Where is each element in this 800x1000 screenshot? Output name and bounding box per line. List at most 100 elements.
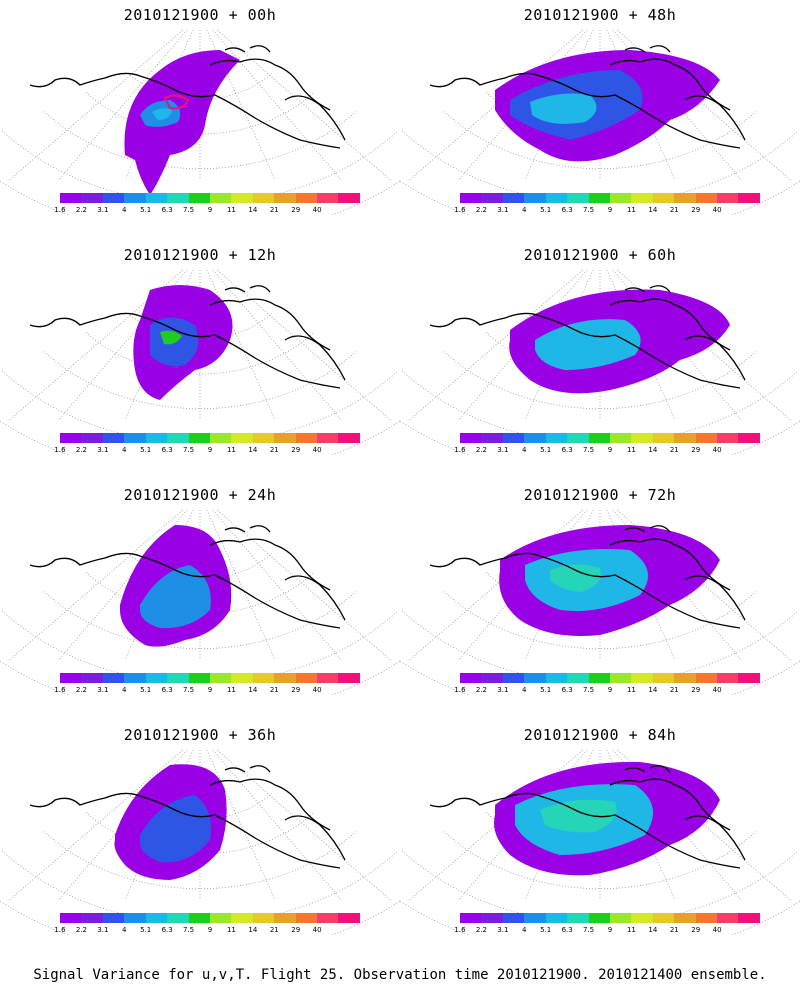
colorbar — [60, 913, 360, 923]
coastline — [29, 525, 346, 629]
colorbar-swatch — [567, 673, 589, 683]
colorbar-label: 7.5 — [182, 926, 195, 934]
colorbar-label: 11 — [626, 686, 636, 694]
coastline — [429, 285, 746, 389]
colorbar-label: 14 — [248, 686, 258, 694]
colorbar-label: 11 — [626, 206, 636, 214]
colorbar-swatch — [60, 673, 82, 683]
colorbar-swatch — [738, 193, 760, 203]
colorbar-swatch — [188, 433, 210, 443]
colorbar-swatch — [524, 913, 546, 923]
colorbar-swatch — [124, 913, 146, 923]
colorbar-swatch — [609, 913, 632, 923]
colorbar-label: 11 — [226, 686, 236, 694]
coastline — [29, 765, 346, 869]
panel-title: 2010121900 + 72h — [523, 486, 677, 504]
colorbar-swatch — [738, 913, 760, 923]
colorbar-swatch — [609, 673, 632, 683]
coastline — [429, 45, 746, 149]
colorbar-label: 14 — [648, 686, 658, 694]
colorbar-label: 1.6 — [454, 686, 466, 694]
colorbar-swatch — [167, 673, 189, 683]
colorbar-swatch — [695, 673, 718, 683]
colorbar-swatch — [102, 193, 125, 203]
colorbar-label: 2.2 — [75, 926, 87, 934]
colorbar-swatch — [102, 673, 125, 683]
colorbar-swatch — [631, 193, 653, 203]
colorbar-swatch — [524, 193, 546, 203]
colorbar-swatch — [81, 433, 103, 443]
colorbar-label: 3.1 — [97, 446, 109, 454]
colorbar-swatch — [167, 913, 189, 923]
colorbar-label: 5.1 — [140, 926, 152, 934]
colorbar-swatch — [717, 913, 739, 923]
colorbar-label: 14 — [248, 926, 258, 934]
colorbar-label: 5.1 — [540, 926, 552, 934]
map-panel: 2010121900 + 48h 1.6 2.2 3.1 4 5.1 6.3 7.5 9 11 14… — [400, 0, 800, 240]
colorbar-labels: 1.6 2.2 3.1 4 5.1 6.3 7.5 9 11 14 21 29 40 — [54, 926, 360, 936]
colorbar-label: 3.1 — [497, 926, 509, 934]
colorbar-label: 4 — [122, 926, 127, 934]
coastline — [429, 765, 746, 869]
colorbar-swatch — [317, 433, 339, 443]
colorbar-label: 21 — [269, 446, 279, 454]
colorbar-swatch — [545, 193, 568, 203]
colorbar-labels: 1.6 2.2 3.1 4 5.1 6.3 7.5 9 11 14 21 29 40 — [454, 446, 760, 456]
colorbar-label: 14 — [248, 206, 258, 214]
colorbar-swatch — [295, 193, 318, 203]
colorbar-swatch — [145, 433, 168, 443]
colorbar-swatch — [231, 193, 253, 203]
colorbar-swatch — [502, 913, 525, 923]
variance-field — [133, 285, 233, 400]
colorbar-swatch — [81, 193, 103, 203]
colorbar — [460, 913, 760, 923]
colorbar-label: 29 — [691, 926, 701, 934]
colorbar-swatch — [502, 433, 525, 443]
colorbar — [460, 193, 760, 203]
map-plot — [0, 270, 400, 455]
colorbar — [60, 433, 360, 443]
colorbar-label: 5.1 — [140, 446, 152, 454]
colorbar-label: 2.2 — [475, 926, 487, 934]
colorbar-label: 6.3 — [161, 446, 173, 454]
colorbar-label: 9 — [207, 926, 213, 934]
colorbar-label: 2.2 — [475, 206, 487, 214]
coastline — [29, 285, 346, 389]
colorbar-label: 14 — [648, 926, 658, 934]
colorbar-label: 1.6 — [54, 206, 66, 214]
colorbar — [460, 673, 760, 683]
colorbar-labels: 1.6 2.2 3.1 4 5.1 6.3 7.5 9 11 14 21 29 40 — [454, 926, 760, 936]
colorbar-label: 5.1 — [540, 206, 552, 214]
colorbar-swatch — [717, 193, 739, 203]
colorbar-swatch — [567, 193, 589, 203]
colorbar-swatch — [295, 673, 318, 683]
colorbar-swatch — [167, 193, 189, 203]
colorbar-swatch — [209, 433, 232, 443]
colorbar — [460, 433, 760, 443]
colorbar-swatch — [338, 913, 360, 923]
colorbar-swatch — [460, 673, 482, 683]
colorbar-label: 2.2 — [75, 446, 87, 454]
colorbar-label: 6.3 — [561, 926, 573, 934]
colorbar-label: 29 — [291, 446, 301, 454]
colorbar-label: 14 — [248, 446, 258, 454]
colorbar-swatch — [609, 193, 632, 203]
colorbar-swatch — [652, 913, 675, 923]
colorbar-label: 11 — [226, 446, 236, 454]
colorbar-swatch — [102, 913, 125, 923]
colorbar-label: 14 — [648, 206, 658, 214]
colorbar-swatch — [460, 193, 482, 203]
colorbar-swatch — [674, 433, 696, 443]
colorbar-label: 6.3 — [161, 686, 173, 694]
colorbar-label: 5.1 — [540, 446, 552, 454]
colorbar-label: 21 — [269, 206, 279, 214]
colorbar-label: 6.3 — [561, 206, 573, 214]
colorbar-swatch — [502, 673, 525, 683]
colorbar-swatch — [524, 433, 546, 443]
colorbar — [60, 193, 360, 203]
colorbar-label: 11 — [626, 446, 636, 454]
colorbar-swatch — [295, 433, 318, 443]
map-plot — [0, 30, 400, 215]
colorbar-label: 40 — [312, 206, 322, 214]
colorbar-label: 1.6 — [54, 686, 66, 694]
